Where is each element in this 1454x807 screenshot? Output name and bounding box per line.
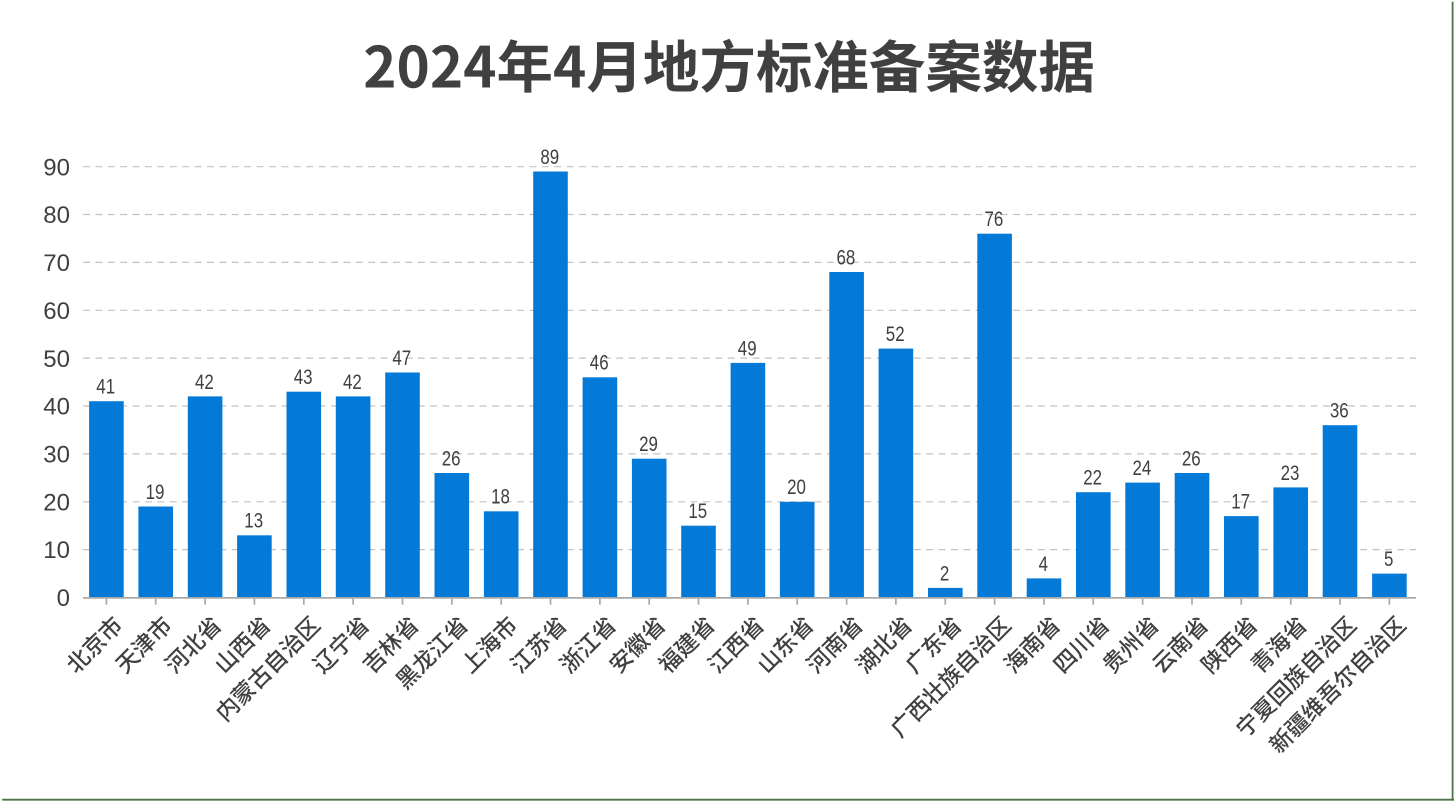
svg-text:23: 23 [1281,462,1300,485]
svg-text:49: 49 [738,337,757,360]
svg-text:10: 10 [43,537,70,564]
svg-text:80: 80 [43,202,70,229]
svg-text:22: 22 [1083,467,1102,490]
svg-text:43: 43 [294,366,313,389]
svg-text:70: 70 [43,250,70,277]
svg-text:76: 76 [985,208,1004,231]
svg-text:47: 47 [392,347,411,370]
svg-text:42: 42 [343,371,362,394]
svg-text:26: 26 [1182,447,1201,470]
svg-text:36: 36 [1330,400,1349,423]
svg-text:40: 40 [43,394,70,421]
svg-text:30: 30 [43,442,70,469]
svg-text:20: 20 [43,489,70,516]
svg-text:2: 2 [940,562,949,585]
svg-text:68: 68 [837,246,856,269]
svg-text:20: 20 [787,476,806,499]
svg-text:13: 13 [244,510,263,533]
svg-text:15: 15 [688,500,707,523]
svg-text:26: 26 [442,447,461,470]
svg-text:18: 18 [491,486,510,509]
svg-text:89: 89 [540,146,559,169]
svg-text:5: 5 [1384,548,1393,571]
svg-text:24: 24 [1133,457,1152,480]
svg-text:50: 50 [43,346,70,373]
svg-text:29: 29 [639,433,658,456]
svg-text:41: 41 [96,376,115,399]
svg-text:60: 60 [43,298,70,325]
svg-text:4: 4 [1039,553,1049,576]
svg-text:90: 90 [43,154,70,181]
svg-text:42: 42 [195,371,214,394]
svg-text:17: 17 [1231,491,1250,514]
svg-text:46: 46 [590,352,609,375]
svg-text:52: 52 [886,323,905,346]
svg-text:0: 0 [57,585,70,612]
svg-text:19: 19 [146,481,165,504]
